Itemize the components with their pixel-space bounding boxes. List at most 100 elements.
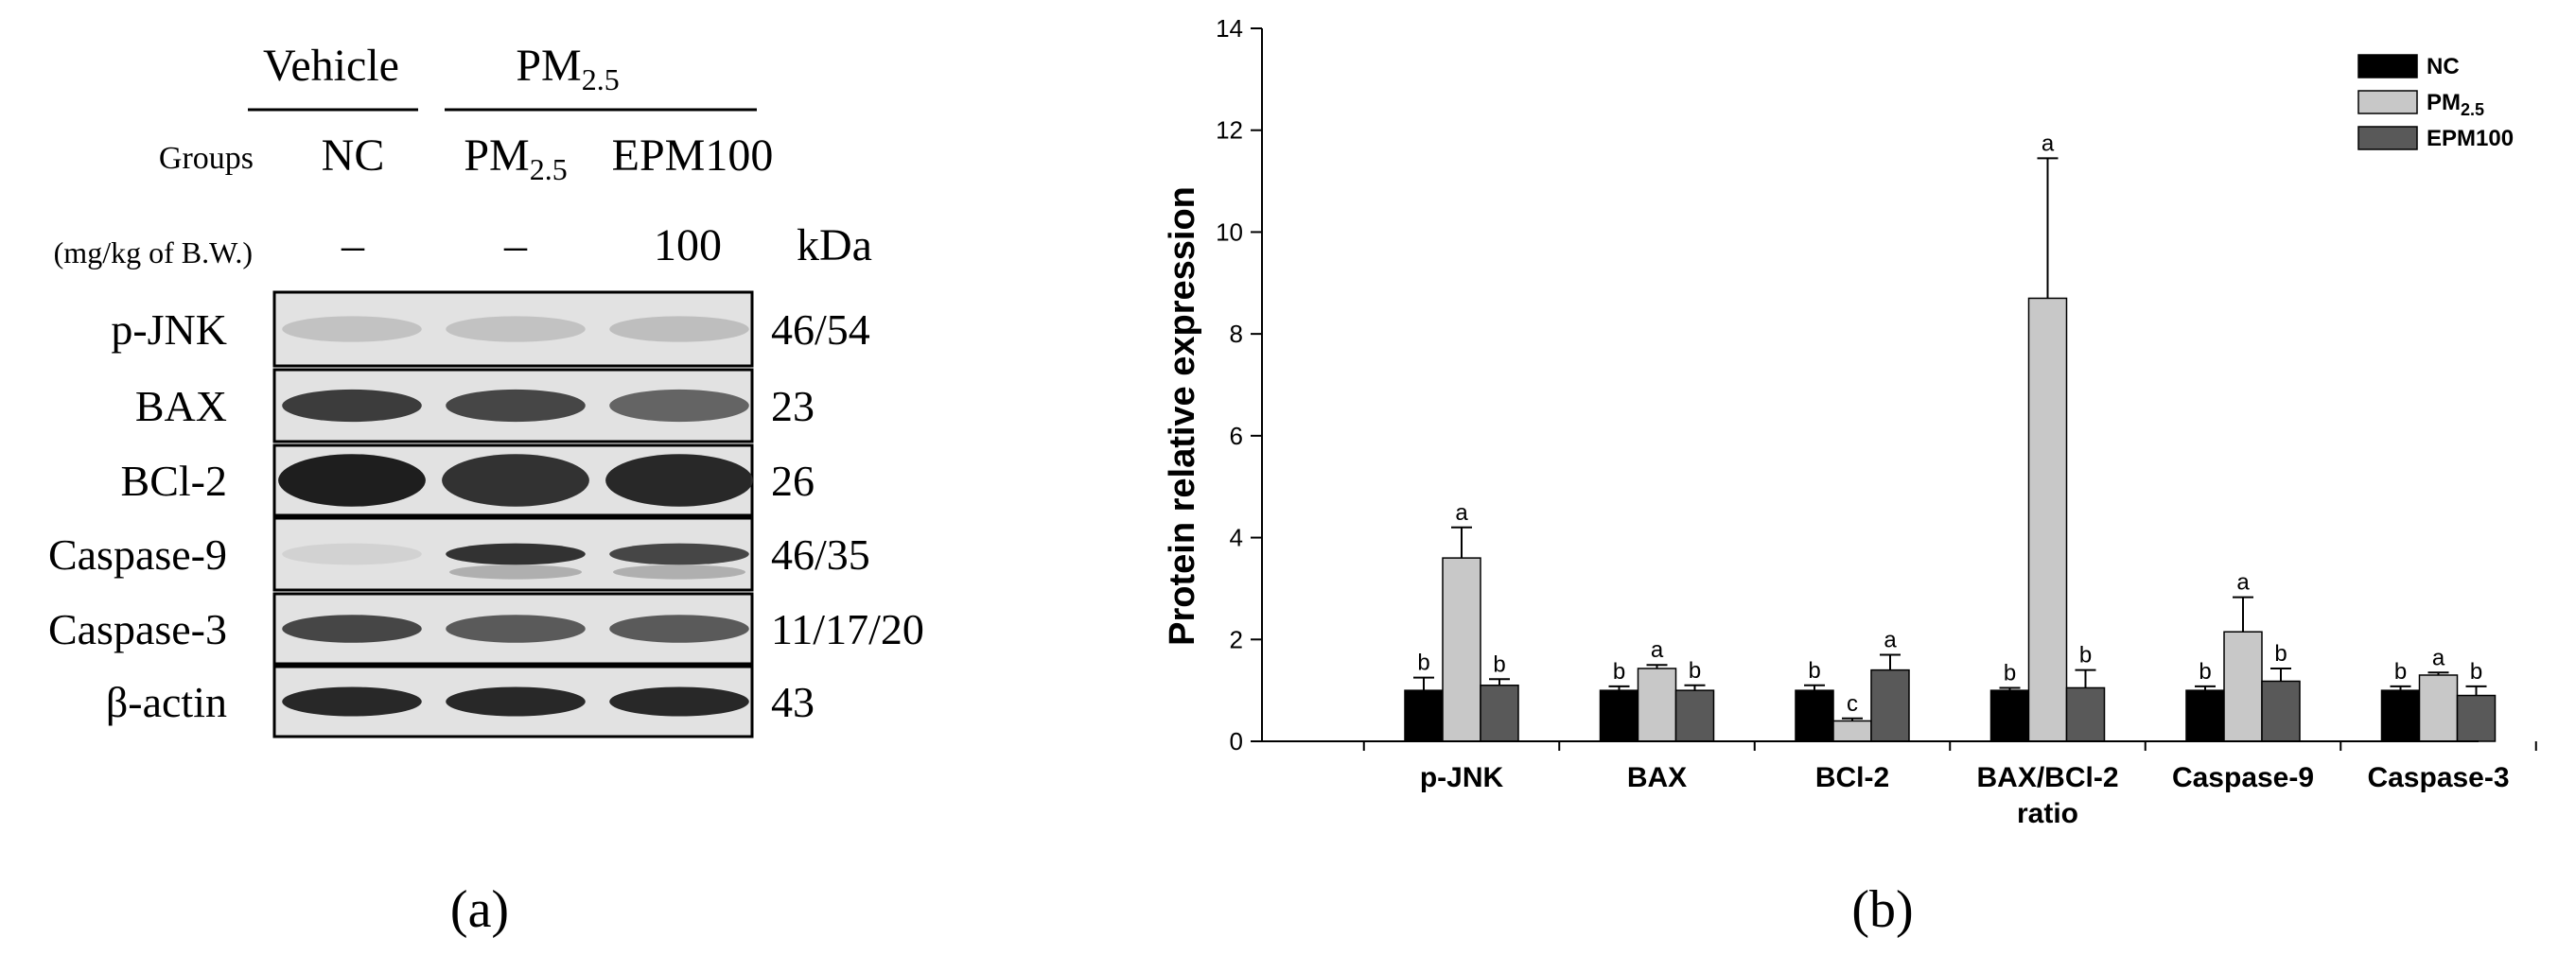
blot-band [446, 316, 586, 342]
blot-band [282, 389, 422, 423]
kda-value-p-jnk: 46/54 [771, 305, 870, 354]
category-label-bax: BAX [1627, 762, 1687, 793]
significance-letter: b [1613, 659, 1625, 685]
y-tick-label: 14 [1216, 14, 1243, 43]
caption-a: (a) [450, 880, 509, 939]
kda-label: kDa [797, 220, 872, 270]
protein-label-caspase-3: Caspase-3 [48, 605, 227, 653]
bar-epm100-bax-bcl-2-ratio [2065, 686, 2106, 742]
caption-b: (b) [1851, 880, 1913, 939]
vehicle-header: Vehicle [263, 41, 399, 91]
bar-nc-bcl-2 [1795, 689, 1834, 742]
group-nc: NC [322, 130, 385, 181]
blot-row-bcl-2 [272, 443, 754, 517]
significance-letter: b [2199, 659, 2211, 685]
y-tick-label: 8 [1230, 320, 1243, 348]
blot-band [282, 316, 422, 342]
bar-nc-caspase-9 [2185, 689, 2225, 742]
bar-epm100-p-jnk [1480, 685, 1519, 742]
significance-letter: b [2394, 659, 2407, 685]
bar-epm100-caspase-9 [2261, 680, 2301, 742]
protein-label-bax: BAX [135, 382, 227, 430]
y-tick-label: 0 [1230, 727, 1243, 755]
legend-swatch-epm100 [2357, 126, 2418, 150]
y-axis: 0 2 4 6 8 10 12 14 [1216, 14, 1263, 755]
kda-value-caspase-9: 46/35 [771, 530, 870, 579]
blot-band [282, 615, 422, 643]
significance-letter: b [1417, 651, 1429, 676]
legend-swatch-nc [2357, 54, 2418, 78]
bar-pm2-5-caspase-3 [2418, 674, 2459, 742]
blot-rows: p-JNK 46/54 BAX 23 BCl-2 26 Caspase-9 46/35 Casp… [48, 290, 924, 738]
significance-letter: b [2079, 643, 2092, 668]
blot-row-actin [272, 665, 754, 738]
legend-label-pm2-5: PM2.5 [2427, 90, 2484, 119]
kda-value-actin: 43 [771, 678, 815, 726]
bar-epm100-bax [1674, 689, 1715, 742]
y-tick-label: 4 [1230, 524, 1243, 552]
bar-nc-bax-bcl-2-ratio [1989, 689, 2030, 742]
dose-epm100: 100 [654, 220, 722, 270]
blot-band-secondary [449, 564, 582, 580]
blot-band [278, 454, 426, 507]
y-tick-label: 10 [1216, 217, 1243, 246]
blot-band [609, 543, 749, 565]
category-label-bcl-2: BCl-2 [1815, 762, 1889, 793]
significance-letter: b [1808, 658, 1820, 684]
y-tick-label: 2 [1230, 625, 1243, 653]
category-label-bax-bcl-2-ratio: BAX/BCl-2 [1976, 762, 2118, 793]
significance-letter: a [2236, 570, 2250, 596]
x-axis: p-JNK BAX BCl-2 BAX/BCl-2 ratio Caspase-9 Casp… [1262, 740, 2537, 829]
blot-band-secondary [613, 564, 745, 580]
blot-band [446, 615, 586, 643]
group-epm100: EPM100 [612, 130, 774, 181]
significance-letter: a [2042, 130, 2055, 156]
kda-value-bax: 23 [771, 382, 815, 430]
significance-letter: a [2432, 645, 2445, 670]
y-tick-label: 12 [1216, 116, 1243, 145]
significance-letter: a [1884, 627, 1897, 652]
bar-nc-bax [1599, 689, 1639, 742]
significance-letter: b [1493, 651, 1505, 677]
blot-band [609, 316, 749, 342]
group-pm25: PM2.5 [464, 130, 567, 186]
blot-row-bax [272, 368, 754, 443]
blot-band [446, 686, 586, 717]
category-label-caspase-9: Caspase-9 [2172, 762, 2314, 793]
blot-band [282, 686, 422, 717]
significance-letter: b [2470, 659, 2482, 685]
bar-epm100-caspase-3 [2456, 694, 2497, 742]
protein-label-caspase-9: Caspase-9 [48, 530, 227, 579]
bar-pm2-5-bax [1637, 668, 1677, 742]
blot-row-p-jnk [272, 290, 754, 368]
kda-value-bcl-2: 26 [771, 457, 815, 505]
bar-pm2-5-bcl-2 [1832, 720, 1872, 742]
bar-nc-p-jnk [1404, 689, 1444, 742]
protein-label-p-jnk: p-JNK [111, 305, 227, 354]
category-label-bax-bcl-2-ratio: ratio [2017, 798, 2078, 829]
significance-letter: c [1847, 691, 1858, 717]
category-label-caspase-3: Caspase-3 [2367, 762, 2509, 793]
blot-band [609, 389, 749, 423]
legend: NC PM2.5 EPM100 [2357, 54, 2514, 151]
dose-nc: – [341, 220, 365, 270]
bar-pm2-5-caspase-9 [2223, 631, 2263, 742]
blot-band [282, 543, 422, 565]
protein-label-actin: β-actin [106, 678, 227, 726]
bar-pm2-5-p-jnk [1442, 557, 1481, 742]
significance-letter: b [2004, 660, 2016, 686]
dose-pm25: – [503, 220, 528, 270]
blot-band [609, 615, 749, 643]
protein-label-bcl-2: BCl-2 [121, 457, 227, 505]
bar-nc-caspase-3 [2380, 689, 2421, 742]
category-label-p-jnk: p-JNK [1420, 762, 1504, 793]
y-tick-label: 6 [1230, 422, 1243, 450]
blot-row-caspase-3 [272, 592, 754, 666]
significance-letter: a [1651, 637, 1664, 663]
blot-band [609, 686, 749, 717]
kda-value-caspase-3: 11/17/20 [771, 605, 924, 653]
significance-letter: b [2274, 641, 2287, 667]
bar-epm100-bcl-2 [1870, 668, 1910, 742]
blot-band [442, 454, 589, 507]
